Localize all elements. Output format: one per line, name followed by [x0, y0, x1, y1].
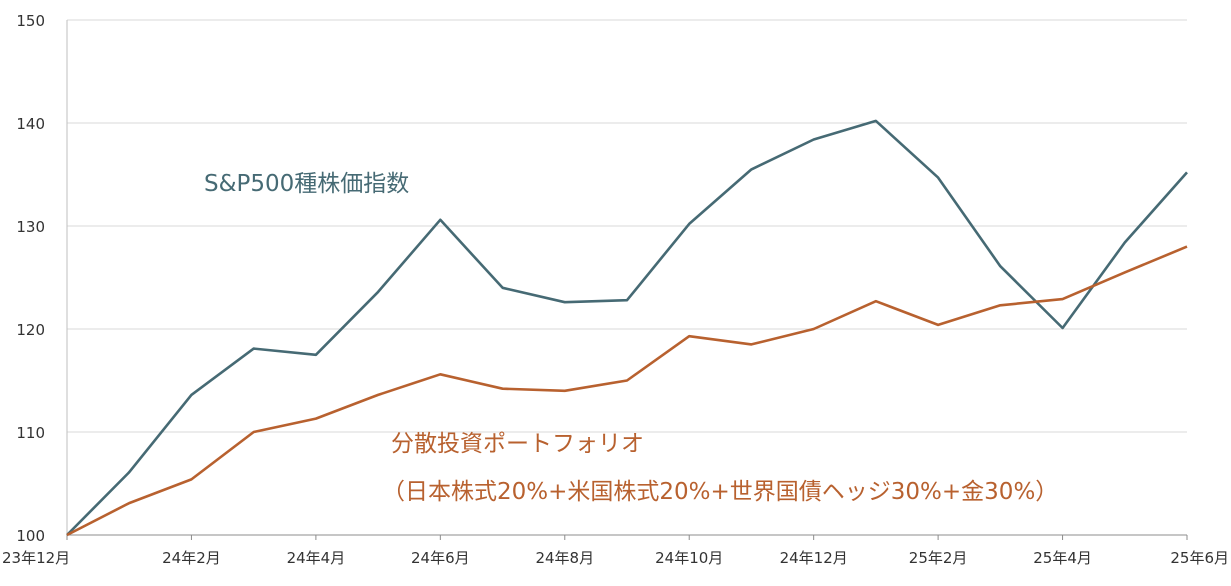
x-tick-label: 23年12月	[2, 549, 70, 567]
y-tick-label: 150	[16, 12, 45, 30]
series-label-sp500: S&P500種株価指数	[204, 171, 409, 197]
y-tick-label: 130	[16, 218, 45, 236]
x-tick-label: 24年6月	[411, 549, 470, 567]
y-tick-label: 120	[16, 321, 45, 339]
series-lines	[66, 119, 1188, 537]
series-label-portfolio: 分散投資ポートフォリオ	[391, 431, 644, 457]
x-tick-label: 24年8月	[535, 549, 594, 567]
series-label-portfolio-composition: （日本株式20%+米国株式20%+世界国債ヘッジ30%+金30%）	[382, 479, 1058, 505]
x-tick-label: 24年4月	[287, 549, 346, 567]
x-tick-label: 25年6月	[1170, 549, 1229, 567]
series-line-portfolio	[66, 245, 1188, 537]
x-tick-label: 24年10月	[655, 549, 723, 567]
x-axis: 23年12月 24年2月 24年4月 24年6月 24年8月 24年10月 24年12月 25…	[2, 534, 1229, 567]
y-tick-label: 140	[16, 115, 45, 133]
y-tick-label: 100	[16, 527, 45, 545]
gridlines	[67, 19, 1187, 536]
y-axis: 100 110 120 130 140 150	[16, 12, 68, 545]
y-tick-label: 110	[16, 424, 45, 442]
x-tick-label: 24年12月	[780, 549, 848, 567]
x-tick-label: 25年4月	[1033, 549, 1092, 567]
series-line-sp500	[66, 119, 1188, 536]
x-tick-label: 25年2月	[909, 549, 968, 567]
x-tick-label: 24年2月	[162, 549, 221, 567]
